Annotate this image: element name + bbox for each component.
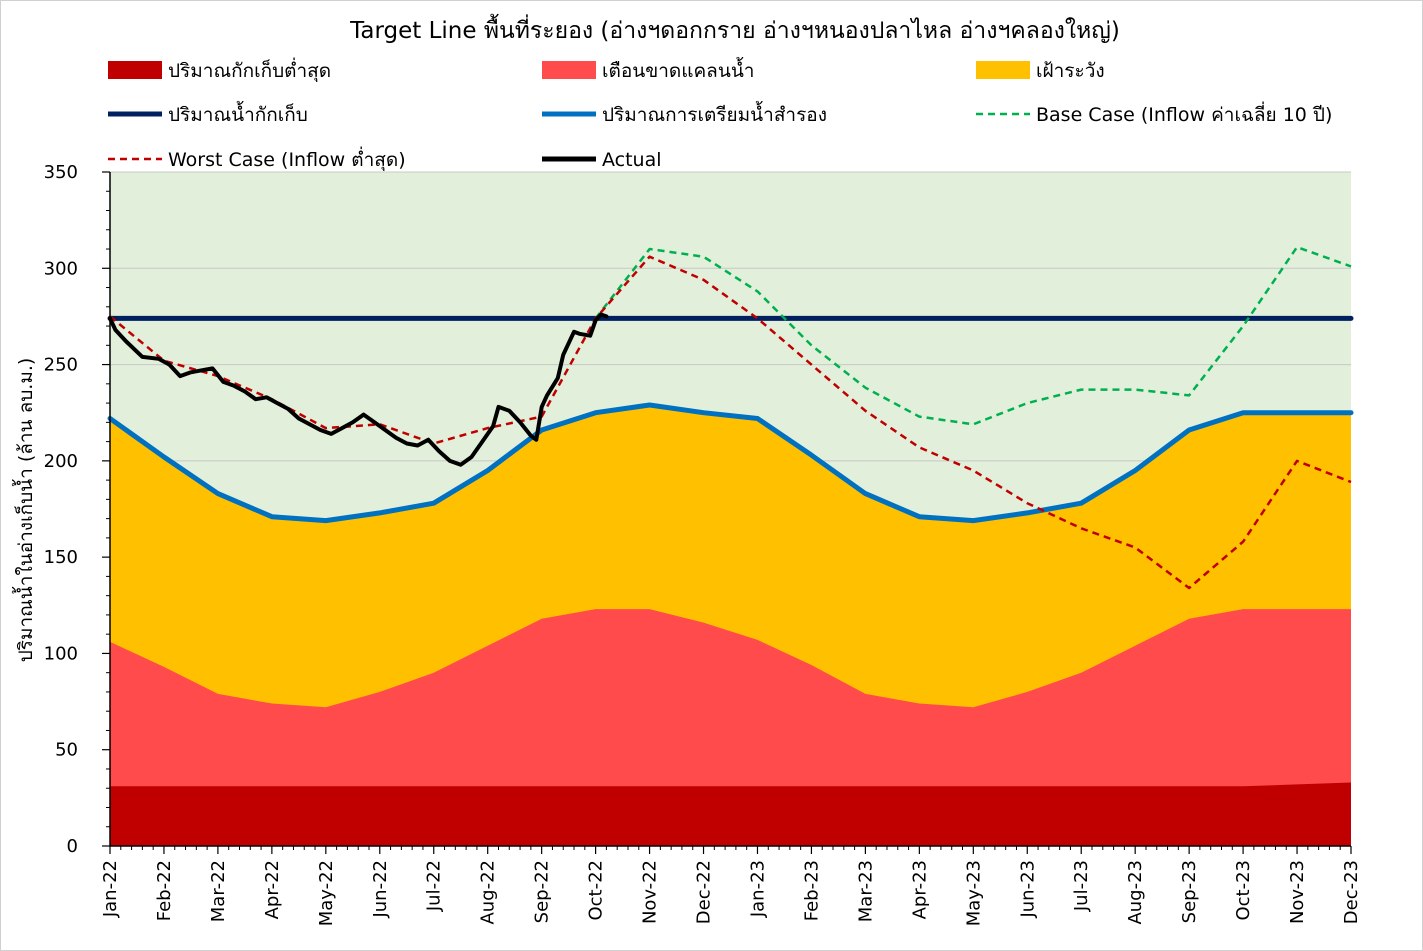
legend-label-0: ปริมาณกักเก็บต่ำสุด — [168, 57, 331, 83]
x-tick-label-15: Apr-23 — [909, 860, 930, 919]
chart-title: Target Line พื้นที่ระยอง (อ่างฯดอกกราย อ… — [349, 14, 1120, 44]
legend-label-5: Base Case (Inflow ค่าเฉลี่ย 10 ปี) — [1036, 101, 1332, 126]
legend-item-6: Worst Case (Inflow ต่ำสุด) — [108, 146, 406, 172]
legend-item-0: ปริมาณกักเก็บต่ำสุด — [108, 57, 331, 83]
legend: ปริมาณกักเก็บต่ำสุด เตือนขาดแคลนน้ำ เฝ้าระ… — [108, 57, 1332, 172]
y-tick-label-200: 200 — [44, 451, 78, 472]
x-tick-label-10: Nov-22 — [640, 860, 661, 924]
y-tick-label-250: 250 — [44, 355, 78, 376]
x-tick-label-18: Jul-23 — [1071, 860, 1092, 912]
x-tick-label-7: Aug-22 — [478, 860, 499, 925]
x-tick-label-6: Jul-22 — [424, 860, 445, 912]
series-line-1 — [107, 402, 1354, 524]
legend-item-1: เตือนขาดแคลนน้ำ — [542, 57, 754, 82]
x-tick-label-14: Mar-23 — [855, 860, 876, 922]
y-tick-label-300: 300 — [44, 258, 78, 279]
legend-swatch-2 — [976, 61, 1030, 79]
legend-item-4: ปริมาณการเตรียมน้ำสำรอง — [542, 101, 827, 126]
legend-item-2: เฝ้าระวัง — [976, 60, 1105, 82]
x-tick-label-3: Apr-22 — [262, 860, 283, 919]
legend-label-4: ปริมาณการเตรียมน้ำสำรอง — [602, 101, 827, 126]
legend-label-7: Actual — [602, 149, 662, 171]
x-tick-label-20: Sep-23 — [1179, 860, 1200, 923]
x-tick-label-21: Oct-23 — [1233, 860, 1254, 921]
x-tick-label-17: Jun-23 — [1017, 860, 1038, 919]
series-line-2 — [594, 245, 1352, 426]
legend-item-7: Actual — [542, 149, 662, 171]
y-tick-label-100: 100 — [44, 643, 78, 664]
x-tick-label-2: Mar-22 — [208, 860, 229, 922]
x-tick-label-11: Dec-22 — [694, 860, 715, 924]
x-tick-label-16: May-23 — [963, 860, 984, 926]
x-tick-label-12: Jan-23 — [748, 860, 769, 918]
legend-swatch-0 — [108, 61, 162, 79]
y-tick-label-50: 50 — [55, 740, 78, 761]
x-tick-label-0: Jan-22 — [100, 860, 121, 918]
y-tick-label-150: 150 — [44, 547, 78, 568]
legend-label-2: เฝ้าระวัง — [1036, 60, 1105, 82]
legend-label-6: Worst Case (Inflow ต่ำสุด) — [168, 146, 406, 172]
y-tick-label-350: 350 — [44, 162, 78, 183]
x-tick-label-5: Jun-22 — [370, 860, 391, 919]
x-tick-label-19: Aug-23 — [1125, 860, 1146, 925]
series-line-4 — [108, 312, 609, 467]
area-0 — [110, 782, 1351, 846]
x-tick-label-4: May-22 — [316, 860, 337, 926]
x-tick-label-22: Nov-23 — [1287, 860, 1308, 924]
legend-label-3: ปริมาณน้ำกักเก็บ — [168, 101, 308, 126]
x-tick-label-9: Oct-22 — [586, 860, 607, 921]
x-tick-label-8: Sep-22 — [532, 860, 553, 923]
plot-area — [107, 171, 1354, 846]
legend-swatch-1 — [542, 61, 596, 79]
axes: 0 50 100 150 200 250 300 350 Jan-22 Feb-22 Mar-22 A… — [44, 162, 1362, 926]
y-tick-label-0: 0 — [67, 836, 78, 857]
legend-label-1: เตือนขาดแคลนน้ำ — [602, 57, 754, 82]
y-axis-label: ปริมาณน้ำในอ่างเก็บน้ำ (ล้าน ลบ.ม.) — [12, 358, 37, 663]
x-tick-label-1: Feb-22 — [154, 860, 175, 921]
x-tick-label-23: Dec-23 — [1341, 860, 1362, 924]
legend-item-5: Base Case (Inflow ค่าเฉลี่ย 10 ปี) — [976, 101, 1332, 126]
legend-item-3: ปริมาณน้ำกักเก็บ — [108, 101, 308, 126]
x-tick-label-13: Feb-23 — [801, 860, 822, 921]
